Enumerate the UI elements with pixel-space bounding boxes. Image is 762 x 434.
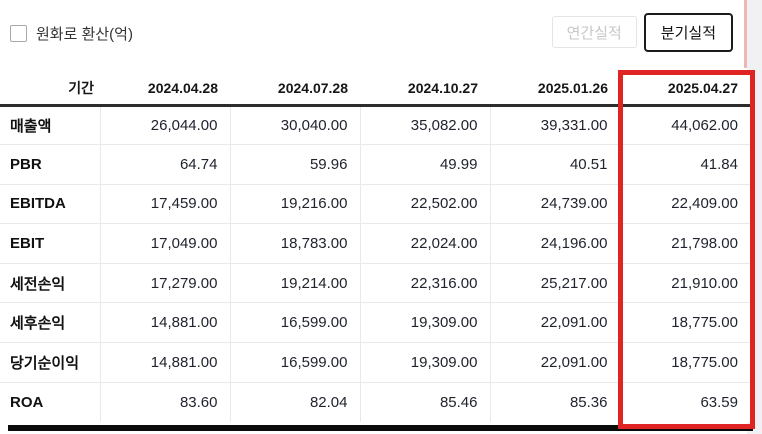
table-cell: 16,599.00 xyxy=(229,302,360,343)
table-body: 매출액 26,044.00 30,040.00 35,082.00 39,331.00 4… xyxy=(0,105,750,422)
table-cell: 19,309.00 xyxy=(359,342,490,383)
table-cell: 17,459.00 xyxy=(99,183,230,224)
table-cell: 22,409.00 xyxy=(619,183,750,224)
row-label-세후손익: 세후손익 xyxy=(0,302,100,343)
column-header-2024.04.28: 2024.04.28 xyxy=(100,72,230,107)
table-cell: 18,775.00 xyxy=(619,342,750,383)
table-cell: 25,217.00 xyxy=(489,262,620,303)
row-label-ROA: ROA xyxy=(0,381,100,422)
table-cell: 64.74 xyxy=(99,144,230,185)
column-header-2024.10.27: 2024.10.27 xyxy=(360,72,490,107)
table-cell: 22,024.00 xyxy=(359,223,490,264)
row-label-세전손익: 세전손익 xyxy=(0,262,100,303)
row-label-매출액: 매출액 xyxy=(10,117,52,135)
column-header-2024.07.28: 2024.07.28 xyxy=(230,72,360,107)
table-row: 세후손익 14,881.00 16,599.00 19,309.00 22,091.00… xyxy=(0,302,750,343)
table-row: PBR 64.74 59.96 49.99 40.51 41.84 xyxy=(0,144,750,185)
table-cell: 16,599.00 xyxy=(229,342,360,383)
krw-conversion-label: 원화로 환산(억) xyxy=(36,26,133,43)
table-row: ROA 83.60 82.04 85.46 85.36 63.59 xyxy=(0,381,750,422)
table-cell: 22,316.00 xyxy=(359,262,490,303)
table-cell: 19,216.00 xyxy=(229,183,360,224)
table-cell: 41.84 xyxy=(619,144,750,185)
table-row: EBIT 17,049.00 18,783.00 22,024.00 24,196.00… xyxy=(0,223,750,264)
financial-results-table: 기간 2024.04.28 2024.07.28 2024.10.27 2025.01.… xyxy=(0,72,750,422)
table-bottom-border xyxy=(8,425,753,431)
table-cell: 22,091.00 xyxy=(489,342,620,383)
table-cell: 85.46 xyxy=(359,381,490,422)
table-cell: 40.51 xyxy=(489,144,620,185)
results-toggle-group: 연간실적 분기실적 xyxy=(551,0,733,64)
table-cell: 24,739.00 xyxy=(489,183,620,224)
table-cell: 59.96 xyxy=(229,144,360,185)
table-cell: 19,214.00 xyxy=(229,262,360,303)
table-row: 당기순이익 14,881.00 16,599.00 19,309.00 22,091.0… xyxy=(0,342,750,383)
table-cell: 85.36 xyxy=(489,381,620,422)
table-row: 매출액 26,044.00 30,040.00 35,082.00 39,331.00 4… xyxy=(0,105,750,145)
table-cell: 35,082.00 xyxy=(359,105,490,145)
table-cell: 14,881.00 xyxy=(99,302,230,343)
row-label-당기순이익: 당기순이익 xyxy=(0,342,100,383)
table-cell: 14,881.00 xyxy=(99,342,230,383)
scrollbar-thumb[interactable] xyxy=(744,0,747,68)
table-cell: 18,775.00 xyxy=(619,302,750,343)
krw-conversion-checkbox-group[interactable]: 원화로 환산(억) xyxy=(10,23,133,44)
table-row: 세전손익 17,279.00 19,214.00 22,316.00 25,217.00… xyxy=(0,262,750,303)
quarterly-results-button[interactable]: 분기실적 xyxy=(643,12,733,52)
table-cell: 44,062.00 xyxy=(619,105,750,145)
annual-results-button[interactable]: 연간실적 xyxy=(551,16,637,48)
table-cell: 49.99 xyxy=(359,144,490,185)
table-cell: 22,502.00 xyxy=(359,183,490,224)
period-corner-header: 기간 xyxy=(0,72,100,107)
table-cell: 19,309.00 xyxy=(359,302,490,343)
table-cell: 18,783.00 xyxy=(229,223,360,264)
row-label-EBITDA: EBITDA xyxy=(0,183,100,224)
table-cell: 24,196.00 xyxy=(489,223,620,264)
row-label-PBR: PBR xyxy=(0,144,100,185)
table-cell: 17,279.00 xyxy=(99,262,230,303)
table-cell: 17,049.00 xyxy=(99,223,230,264)
table-cell: 82.04 xyxy=(229,381,360,422)
table-cell: 30,040.00 xyxy=(229,105,360,145)
column-header-2025.01.26: 2025.01.26 xyxy=(490,72,620,107)
header-row: 기간 2024.04.28 2024.07.28 2024.10.27 2025.01.… xyxy=(0,72,750,107)
table-cell: 83.60 xyxy=(99,381,230,422)
table-row: EBITDA 17,459.00 19,216.00 22,502.00 24,739.… xyxy=(0,183,750,224)
krw-conversion-checkbox[interactable] xyxy=(10,25,27,42)
row-label-EBIT: EBIT xyxy=(0,223,100,264)
column-header-2025.04.27: 2025.04.27 xyxy=(620,72,750,107)
table-cell: 22,091.00 xyxy=(489,302,620,343)
table-cell: 21,798.00 xyxy=(619,223,750,264)
table-cell: 21,910.00 xyxy=(619,262,750,303)
table-cell: 26,044.00 xyxy=(99,105,230,145)
table-cell: 39,331.00 xyxy=(489,105,620,145)
table-cell: 63.59 xyxy=(619,381,750,422)
